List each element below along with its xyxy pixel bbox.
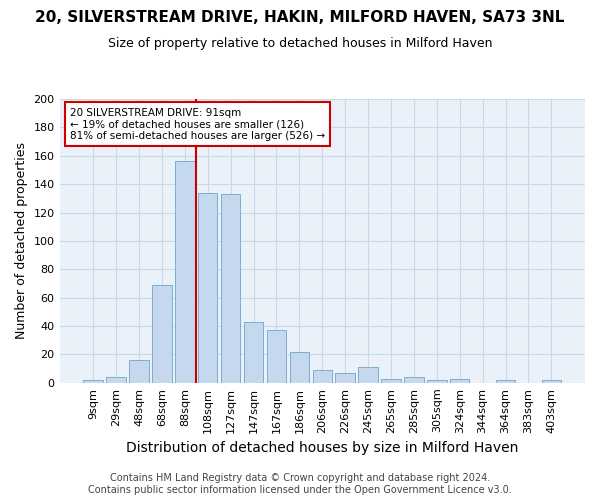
Bar [404,377,424,383]
Bar [313,370,332,383]
Bar [496,380,515,383]
Bar [381,378,401,383]
Text: Contains HM Land Registry data © Crown copyright and database right 2024.
Contai: Contains HM Land Registry data © Crown c… [88,474,512,495]
Bar [83,380,103,383]
Text: 20, SILVERSTREAM DRIVE, HAKIN, MILFORD HAVEN, SA73 3NL: 20, SILVERSTREAM DRIVE, HAKIN, MILFORD H… [35,10,565,25]
Bar [542,380,561,383]
Bar [244,322,263,383]
Bar [198,192,217,383]
Bar [221,194,241,383]
Bar [267,330,286,383]
Bar [290,352,309,383]
Bar [450,378,469,383]
X-axis label: Distribution of detached houses by size in Milford Haven: Distribution of detached houses by size … [126,441,518,455]
Bar [335,373,355,383]
Bar [106,377,126,383]
Text: Size of property relative to detached houses in Milford Haven: Size of property relative to detached ho… [108,38,492,51]
Bar [427,380,446,383]
Bar [358,367,378,383]
Bar [152,285,172,383]
Y-axis label: Number of detached properties: Number of detached properties [15,142,28,340]
Bar [129,360,149,383]
Text: 20 SILVERSTREAM DRIVE: 91sqm
← 19% of detached houses are smaller (126)
81% of s: 20 SILVERSTREAM DRIVE: 91sqm ← 19% of de… [70,108,325,140]
Bar [175,162,194,383]
